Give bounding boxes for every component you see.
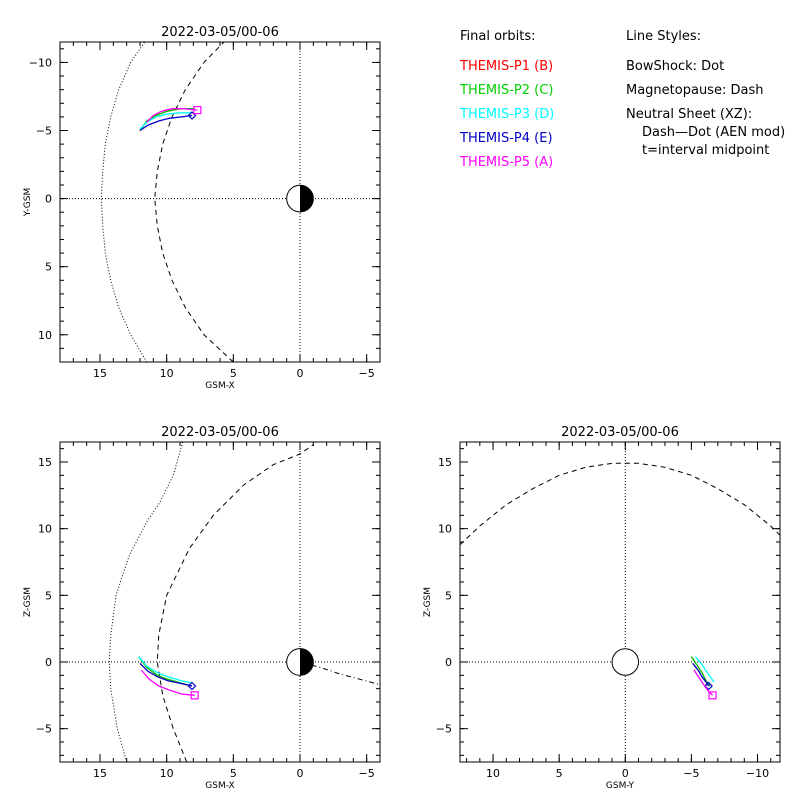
x-tick-label: 5 xyxy=(230,367,237,380)
x-tick-label: −5 xyxy=(359,767,375,780)
y-tick-label: 10 xyxy=(438,523,452,536)
panel-2: 15 10 5 0 −5 −5 0 5 10 15 2022-03-05/00-06 GSM-X Z-G… xyxy=(23,425,381,791)
plot-area xyxy=(60,42,380,362)
orbit-2 xyxy=(690,656,711,687)
y-tick-label: −5 xyxy=(36,723,52,736)
plot-frame xyxy=(59,41,381,363)
orbit-4 xyxy=(139,662,193,687)
x-tick-label: −5 xyxy=(359,367,375,380)
x-axis-label: GSM-X xyxy=(205,781,234,791)
y-tick-label: 5 xyxy=(445,589,452,602)
x-tick-label: 15 xyxy=(93,367,107,380)
y-axis-label: Z-GSM xyxy=(423,587,433,617)
magnetopause-line xyxy=(156,444,314,762)
x-tick-label: 10 xyxy=(160,367,174,380)
x-tick-label: 0 xyxy=(297,767,304,780)
orbit-4 xyxy=(139,114,193,132)
panel-1: 15 10 5 0 −5 −10 −5 0 5 10 2022-03-05/00-06 GSM-X Y-… xyxy=(23,25,381,391)
orbit-4-end-marker xyxy=(187,111,197,120)
panel-3: 10 5 0 −5 −10 −5 0 5 10 15 2022-03-05/00-06 GSM-Y Z-… xyxy=(423,425,781,791)
x-tick-label: 15 xyxy=(93,767,107,780)
x-tick-label: 5 xyxy=(556,767,563,780)
legend-orbit-1: THEMIS-P1 (B) xyxy=(459,59,553,74)
orbit-5 xyxy=(693,669,714,696)
legend-orbits-header: Final orbits: xyxy=(460,29,536,44)
orbit-3 xyxy=(139,112,192,130)
legend-orbit-5: THEMIS-P5 (A) xyxy=(459,155,553,170)
y-tick-label: −5 xyxy=(436,723,452,736)
earth-circle xyxy=(611,648,640,676)
earth-night-side xyxy=(300,648,314,676)
orbit-3 xyxy=(138,656,194,684)
orbit-4-end-marker xyxy=(704,681,713,691)
y-tick-label: 15 xyxy=(38,456,52,469)
x-axis-label: GSM-Y xyxy=(606,781,635,791)
legend-orbit-2: THEMIS-P2 (C) xyxy=(459,83,553,98)
y-axis-label: Z-GSM xyxy=(23,587,33,617)
magnetopause-line xyxy=(154,42,234,362)
y-tick-label: −5 xyxy=(36,125,52,138)
plot-frame xyxy=(59,441,381,763)
y-tick-label: 0 xyxy=(45,193,52,206)
magnetopause-line xyxy=(460,462,780,546)
earth-night-side xyxy=(300,185,314,212)
x-tick-label: −10 xyxy=(746,767,769,780)
legend-orbit-4: THEMIS-P4 (E) xyxy=(459,131,553,146)
y-tick-label: 0 xyxy=(445,656,452,669)
legend: Final orbits: THEMIS-P1 (B) THEMIS-P2 (C) T… xyxy=(459,29,785,170)
y-tick-label: 5 xyxy=(45,589,52,602)
x-axis-label: GSM-X xyxy=(205,381,234,391)
plot-frame xyxy=(459,441,781,763)
legend-styles-header: Line Styles: xyxy=(626,29,701,44)
legend-style-4: Dash—Dot (AEN mod) xyxy=(642,125,785,140)
bow-shock-line xyxy=(108,442,184,762)
x-tick-label: 5 xyxy=(230,767,237,780)
plot-title: 2022-03-05/00-06 xyxy=(161,25,279,40)
orbit-5 xyxy=(146,108,198,123)
legend-style-3: Neutral Sheet (XZ): xyxy=(626,107,752,122)
legend-style-1: BowShock: Dot xyxy=(626,59,724,74)
y-tick-label: 0 xyxy=(45,656,52,669)
y-tick-label: 5 xyxy=(45,261,52,274)
x-tick-label: 10 xyxy=(486,767,500,780)
x-tick-label: 0 xyxy=(622,767,629,780)
orbit-4-end-marker xyxy=(187,681,197,691)
y-tick-label: 10 xyxy=(38,523,52,536)
plot-area xyxy=(60,442,380,762)
x-tick-label: 10 xyxy=(160,767,174,780)
x-tick-label: −5 xyxy=(683,767,699,780)
y-axis-label: Y-GSM xyxy=(23,188,33,217)
orbit-2 xyxy=(139,108,195,131)
orbit-5-end-marker xyxy=(193,105,202,115)
plot-area xyxy=(460,442,780,762)
bow-shock-line xyxy=(100,42,148,362)
y-tick-label: 10 xyxy=(38,329,52,342)
orbit-5-end-marker xyxy=(190,691,199,700)
y-tick-label: 15 xyxy=(438,456,452,469)
x-tick-label: 0 xyxy=(297,367,304,380)
legend-style-2: Magnetopause: Dash xyxy=(626,83,763,98)
y-tick-label: −10 xyxy=(29,56,52,69)
plot-title: 2022-03-05/00-06 xyxy=(161,425,279,440)
orbit-4 xyxy=(692,662,710,687)
orbit-3 xyxy=(694,656,715,683)
legend-style-5: t=interval midpoint xyxy=(642,143,769,158)
orbit-5 xyxy=(140,669,195,696)
legend-orbit-3: THEMIS-P3 (D) xyxy=(459,107,554,122)
plot-title: 2022-03-05/00-06 xyxy=(561,425,679,440)
orbit-5-end-marker xyxy=(708,691,717,700)
